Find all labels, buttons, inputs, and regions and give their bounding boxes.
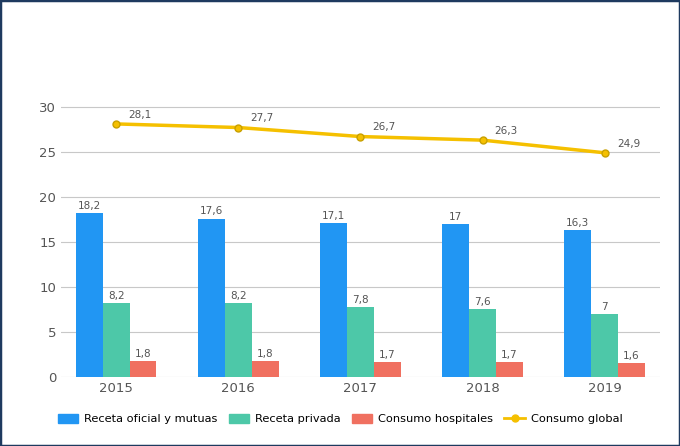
Text: 28,1: 28,1: [129, 110, 152, 120]
Text: 26,7: 26,7: [373, 123, 396, 132]
Text: 27,7: 27,7: [250, 113, 274, 124]
Text: 26,3: 26,3: [495, 126, 518, 136]
Bar: [496, 362, 523, 377]
Bar: [591, 314, 618, 377]
Bar: [469, 309, 496, 377]
Bar: [252, 361, 279, 377]
Text: 7: 7: [601, 302, 608, 312]
Bar: [130, 361, 156, 377]
Legend: Receta oficial y mutuas, Receta privada, Consumo hospitales, Consumo global: Receta oficial y mutuas, Receta privada,…: [53, 409, 627, 429]
Text: 7,8: 7,8: [352, 295, 369, 305]
Text: 8,2: 8,2: [230, 291, 247, 301]
Bar: [564, 230, 591, 377]
Text: 1,8: 1,8: [257, 349, 273, 359]
Text: 1,8: 1,8: [135, 349, 152, 359]
Bar: [374, 362, 401, 377]
Bar: [320, 223, 347, 377]
Text: 24,9: 24,9: [617, 139, 640, 149]
Text: 17: 17: [449, 212, 462, 222]
Bar: [103, 303, 130, 377]
Text: 1,7: 1,7: [379, 350, 396, 360]
Text: 17,6: 17,6: [200, 206, 223, 216]
Bar: [347, 307, 374, 377]
Bar: [76, 213, 103, 377]
Text: 18,2: 18,2: [78, 201, 101, 211]
Bar: [618, 363, 645, 377]
Bar: [198, 219, 225, 377]
Text: 1,6: 1,6: [623, 351, 640, 361]
Text: 17,1: 17,1: [322, 211, 345, 221]
Text: 7,6: 7,6: [474, 297, 491, 306]
Text: 1,7: 1,7: [501, 350, 517, 360]
Bar: [442, 224, 469, 377]
Bar: [225, 303, 252, 377]
Text: 16,3: 16,3: [566, 218, 590, 228]
Text: 8,2: 8,2: [108, 291, 124, 301]
Text: Consumo de antibióticos en salud humana 2015-2019 (DHD): Consumo de antibióticos en salud humana …: [17, 33, 562, 47]
